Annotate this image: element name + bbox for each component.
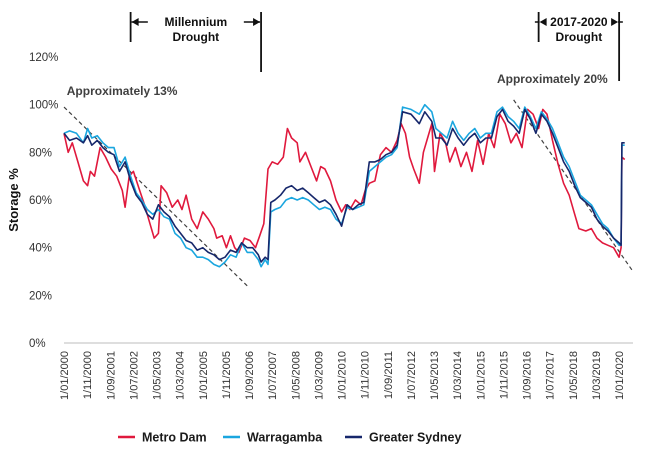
- annotation-label: Approximately 20%: [497, 72, 608, 86]
- y-tick-label: 100%: [29, 100, 58, 112]
- y-tick-label: 40%: [29, 243, 52, 255]
- y-tick-label: 80%: [29, 147, 52, 159]
- x-tick-label: 1/11/2010: [360, 351, 372, 399]
- x-axis: 1/01/2000 1/11/2000 1/09/2001 1/07/2002 1/05…: [59, 342, 633, 400]
- x-tick-label: 1/01/2015: [475, 351, 487, 400]
- x-tick-label: 1/05/2013: [429, 351, 441, 400]
- drought-label-line2: Drought: [556, 30, 603, 44]
- x-tick-label: 1/01/2000: [59, 351, 71, 400]
- x-tick-label: 1/05/2003: [152, 351, 164, 400]
- y-axis: Storage % 0% 20% 40% 60% 80% 100% 120%: [6, 52, 58, 350]
- x-tick-label: 1/09/2011: [383, 351, 395, 399]
- trendlines: [63, 99, 634, 287]
- x-tick-label: 1/05/2018: [568, 351, 580, 400]
- y-tick-label: 0%: [29, 338, 46, 350]
- y-tick-label: 60%: [29, 195, 52, 207]
- series-line-metro-dam: [63, 108, 626, 258]
- x-tick-label: 1/05/2008: [290, 351, 302, 400]
- drought-arrowhead-left: [131, 18, 139, 26]
- x-tick-label: 1/03/2004: [175, 351, 187, 400]
- x-tick-label: 1/07/2017: [545, 351, 557, 400]
- legend-label: Warragamba: [247, 431, 323, 445]
- x-tick-label: 1/03/2019: [591, 351, 603, 400]
- trendline: [513, 99, 634, 272]
- x-tick-label: 1/01/2010: [337, 351, 349, 400]
- legend: Metro Dam Warragamba Greater Sydney: [118, 431, 461, 445]
- y-tick-label: 20%: [29, 290, 52, 302]
- annotation-label: Approximately 13%: [67, 84, 178, 98]
- y-axis-label: Storage %: [6, 168, 21, 232]
- x-tick-label: 1/09/2016: [522, 351, 534, 400]
- drought-label-line2: Drought: [173, 30, 220, 44]
- drought-label-line1: 2017-2020: [550, 15, 608, 29]
- drought-arrowhead-left: [539, 18, 547, 26]
- series-lines: [63, 103, 626, 268]
- drought-arrowhead-right: [611, 18, 619, 26]
- legend-label: Greater Sydney: [369, 431, 461, 445]
- series-line-greater-sydney: [63, 108, 625, 263]
- x-tick-label: 1/09/2001: [105, 351, 117, 400]
- x-tick-label: 1/03/2009: [313, 351, 325, 400]
- series-line-warragamba: [63, 103, 625, 268]
- x-tick-label: 1/07/2007: [267, 351, 279, 400]
- drought-label-line1: Millennium: [165, 15, 228, 29]
- x-tick-label: 1/11/2015: [498, 351, 510, 399]
- x-tick-label: 1/09/2006: [244, 351, 256, 400]
- y-tick-label: 120%: [29, 52, 58, 64]
- x-tick-label: 1/07/2012: [406, 351, 418, 400]
- x-tick-label: 1/11/2005: [221, 351, 233, 399]
- x-tick-label: 1/07/2002: [128, 351, 140, 400]
- legend-label: Metro Dam: [142, 431, 207, 445]
- drought-arrowhead-right: [253, 18, 261, 26]
- x-tick-label: 1/01/2020: [614, 351, 626, 400]
- x-tick-label: 1/01/2005: [198, 351, 210, 400]
- annotations: Approximately 13% Approximately 20%: [67, 72, 608, 98]
- x-tick-label: 1/11/2000: [82, 351, 94, 399]
- x-tick-label: 1/03/2014: [452, 351, 464, 400]
